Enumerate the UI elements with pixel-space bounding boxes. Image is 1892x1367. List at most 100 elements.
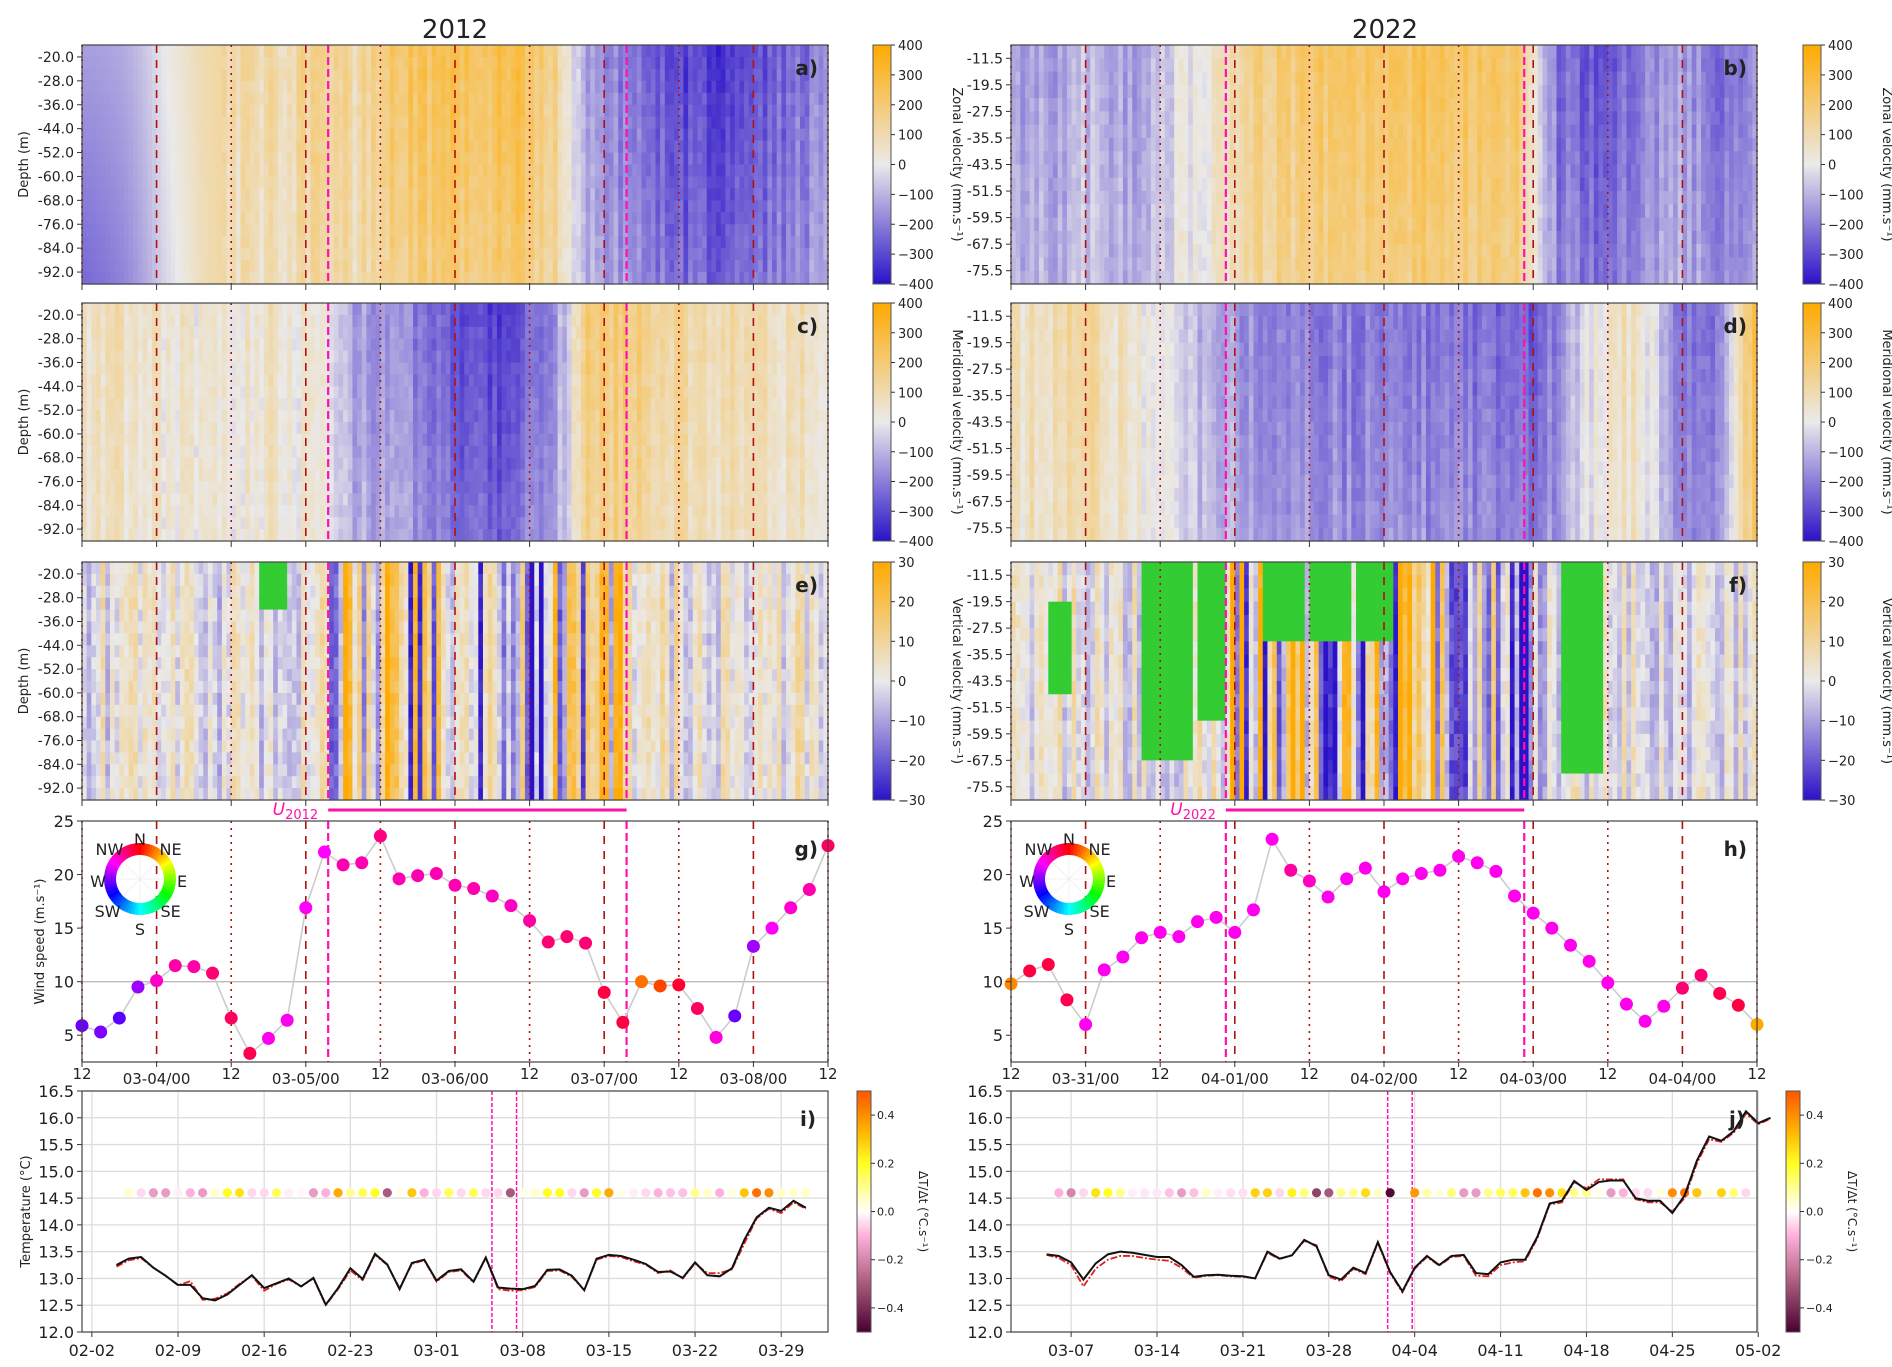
heatmap-cell bbox=[1164, 257, 1171, 272]
heatmap-cell bbox=[590, 68, 596, 82]
heatmap-cell bbox=[823, 224, 829, 237]
heatmap-cell bbox=[776, 272, 782, 285]
heatmap-cell bbox=[221, 68, 228, 82]
heatmap-cell bbox=[128, 212, 134, 225]
heatmap-cell bbox=[823, 104, 829, 118]
heatmap-cell bbox=[1206, 98, 1213, 112]
heatmap-cell bbox=[1015, 71, 1021, 86]
heatmap-cell bbox=[1216, 84, 1222, 99]
heatmap-cell bbox=[641, 224, 647, 237]
heatmap-cell bbox=[1094, 45, 1101, 59]
heatmap-cell bbox=[641, 176, 647, 189]
heatmap-cell bbox=[748, 68, 754, 82]
heatmap-cell bbox=[105, 104, 111, 118]
heatmap-cell bbox=[776, 176, 782, 189]
heatmap-cell bbox=[1020, 204, 1026, 219]
heatmap-cell bbox=[650, 152, 657, 166]
heatmap-cell bbox=[399, 212, 405, 225]
heatmap-cell bbox=[277, 248, 284, 261]
heatmap-cell bbox=[730, 176, 736, 189]
heatmap-cell bbox=[776, 128, 782, 142]
heatmap-cell bbox=[1370, 45, 1376, 59]
heatmap-cell bbox=[1160, 84, 1166, 99]
heatmap-cell bbox=[91, 80, 97, 94]
heatmap-cell bbox=[417, 224, 423, 237]
heatmap-cell bbox=[1295, 164, 1301, 179]
heatmap-cell bbox=[501, 176, 507, 189]
heatmap-cell bbox=[427, 224, 433, 237]
heatmap-cell bbox=[613, 212, 619, 225]
heatmap-cell bbox=[329, 188, 335, 201]
heatmap-cell bbox=[650, 272, 657, 285]
heatmap-cell bbox=[1197, 230, 1203, 245]
heatmap-cell bbox=[1057, 111, 1063, 126]
heatmap-cell bbox=[468, 188, 475, 201]
heatmap-cell bbox=[413, 152, 419, 166]
heatmap-cell bbox=[310, 80, 316, 94]
heatmap-cell bbox=[608, 176, 615, 189]
heatmap-cell bbox=[1090, 124, 1096, 139]
heatmap-cell bbox=[1225, 244, 1231, 259]
heatmap-cell bbox=[1449, 71, 1455, 86]
heatmap-cell bbox=[697, 116, 703, 130]
heatmap-cell bbox=[590, 224, 596, 237]
heatmap-cell bbox=[1122, 230, 1129, 245]
heatmap-cell bbox=[688, 272, 694, 285]
heatmap-cell bbox=[646, 272, 652, 285]
heatmap-cell bbox=[599, 200, 605, 213]
heatmap-cell bbox=[1122, 137, 1129, 152]
heatmap-cell bbox=[1202, 257, 1208, 272]
heatmap-cell bbox=[305, 104, 312, 118]
heatmap-cell bbox=[1127, 111, 1133, 126]
heatmap-cell bbox=[1034, 45, 1040, 59]
heatmap-cell bbox=[1122, 270, 1129, 285]
heatmap-cell bbox=[249, 200, 256, 213]
heatmap-cell bbox=[123, 128, 130, 142]
heatmap-cell bbox=[1220, 84, 1227, 99]
heatmap-cell bbox=[1360, 217, 1366, 232]
heatmap-cell bbox=[1374, 177, 1380, 192]
heatmap-cell bbox=[641, 260, 647, 273]
heatmap-cell bbox=[352, 224, 358, 237]
heatmap-cell bbox=[91, 212, 97, 225]
heatmap-cell bbox=[366, 248, 372, 261]
heatmap-cell bbox=[436, 212, 442, 225]
heatmap-cell bbox=[1342, 98, 1348, 112]
heatmap-cell bbox=[109, 128, 116, 142]
heatmap-cell bbox=[510, 152, 517, 166]
heatmap-cell bbox=[1267, 257, 1273, 272]
heatmap-cell bbox=[408, 140, 414, 154]
heatmap-cell bbox=[1272, 177, 1278, 192]
heatmap-cell bbox=[100, 188, 106, 201]
heatmap-cell bbox=[1248, 137, 1255, 152]
heatmap-cell bbox=[646, 152, 652, 166]
heatmap-cell bbox=[119, 140, 125, 154]
heatmap-cell bbox=[1057, 217, 1063, 232]
heatmap-cell bbox=[1104, 177, 1110, 192]
heatmap-cell bbox=[1071, 151, 1077, 166]
heatmap-cell bbox=[734, 176, 741, 189]
heatmap-cell bbox=[1234, 98, 1241, 112]
heatmap-cell bbox=[1211, 270, 1217, 285]
heatmap-cell bbox=[1304, 71, 1310, 86]
heatmap-cell bbox=[333, 188, 340, 201]
heatmap-cell bbox=[473, 128, 479, 142]
heatmap-cell bbox=[1290, 204, 1297, 219]
heatmap-cell bbox=[1300, 124, 1306, 139]
heatmap-cell bbox=[818, 260, 824, 273]
heatmap-cell bbox=[790, 68, 796, 82]
heatmap-cell bbox=[82, 104, 88, 118]
heatmap-cell bbox=[1080, 244, 1087, 259]
heatmap-cell bbox=[1108, 191, 1115, 205]
heatmap-cell bbox=[627, 236, 633, 249]
heatmap-cell bbox=[781, 224, 787, 237]
heatmap-cell bbox=[464, 224, 470, 237]
heatmap-cell bbox=[1421, 124, 1427, 139]
heatmap-cell bbox=[161, 140, 167, 154]
heatmap-cell bbox=[1146, 204, 1152, 219]
heatmap-cell bbox=[1029, 111, 1035, 126]
heatmap-cell bbox=[1281, 257, 1287, 272]
heatmap-cell bbox=[221, 188, 228, 201]
heatmap-cell bbox=[1015, 45, 1021, 59]
heatmap-cell bbox=[193, 128, 200, 142]
